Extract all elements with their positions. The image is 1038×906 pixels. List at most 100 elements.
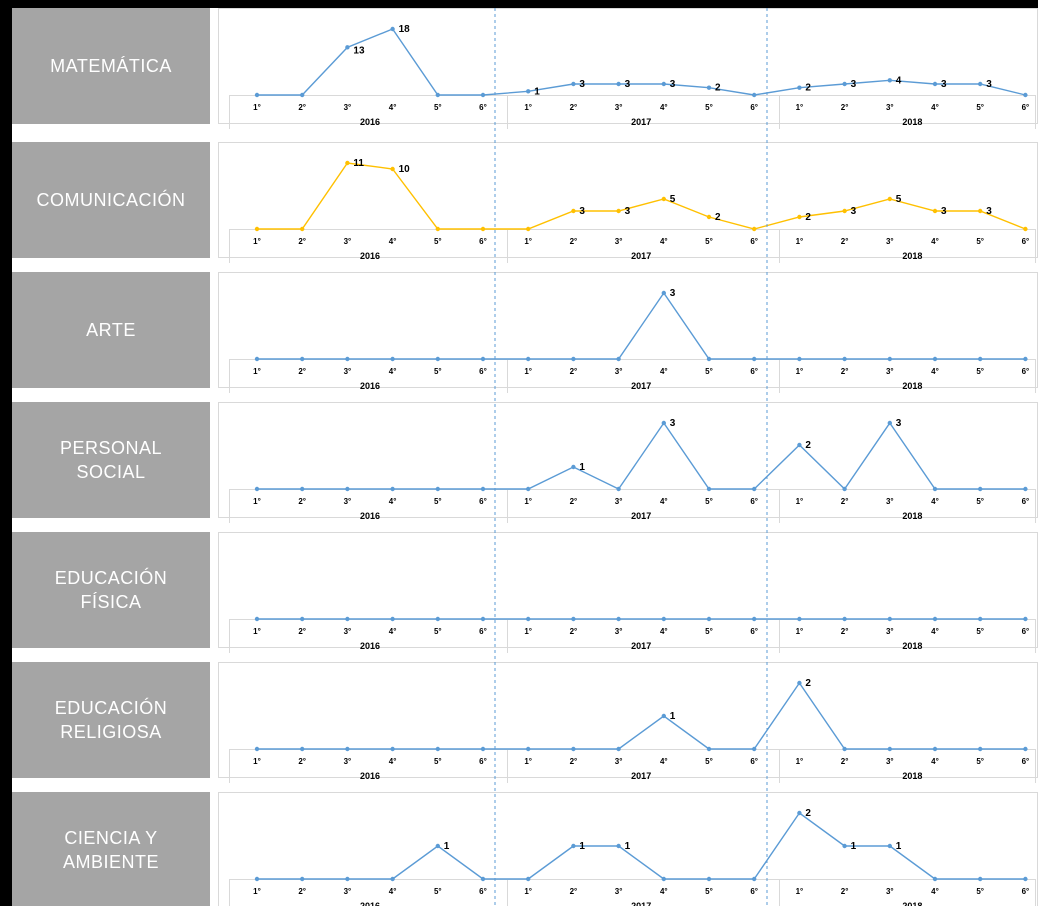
year-label: 2017 [631,901,651,906]
data-point [706,616,712,622]
tick-label: 4° [660,627,668,636]
tick-label: 1° [796,757,804,766]
data-point [932,616,938,622]
data-point [842,746,847,752]
data-point [797,356,802,362]
data-label: 13 [353,45,365,56]
tick-label: 5° [434,887,442,896]
tick-label: 1° [524,367,532,376]
tick-label: 1° [253,887,261,896]
tick-label: 6° [750,627,758,636]
subject-label: CIENCIA Y AMBIENTE [12,792,210,906]
tick-label: 3° [886,103,894,112]
line-chart-panel: 1° 2° 3° 4° 5° 6° 1° 2° 3° 4° 5° 6° 1° 2° 3° 4° 5° 6° 2016… [218,532,1038,653]
data-point [797,214,802,220]
data-label: 1 [625,841,631,852]
data-label: 3 [670,79,676,90]
tick-label: 5° [705,757,713,766]
tick-label: 6° [1022,627,1030,636]
data-point [390,876,395,882]
data-point [571,356,576,362]
subject-label: PERSONAL SOCIAL [12,402,210,518]
tick-label: 5° [434,367,442,376]
tick-label: 3° [886,887,894,896]
data-label: 2 [805,808,811,819]
data-point [661,876,666,882]
data-point [797,442,802,448]
line-chart-panel: 11 10 3 3 5 2 2 3 5 3 3 1° 2° 3° 4° 5° 6° 1° 2° 3° 4° 5° 6° 1° 2… [218,142,1038,263]
tick-label: 5° [705,237,713,246]
year-label: 2016 [360,641,380,651]
data-point [254,486,260,492]
data-point [300,226,305,232]
tick-label: 1° [253,237,261,246]
data-point [706,214,712,220]
tick-label: 5° [705,367,713,376]
data-label: 2 [715,212,721,223]
tick-label: 1° [253,367,261,376]
data-point [435,746,440,752]
tick-label: 2° [298,103,306,112]
subject-label: EDUCACIÓN FÍSICA [12,532,210,648]
year-label: 2018 [902,511,922,521]
year-label: 2016 [360,901,380,906]
tick-label: 3° [886,497,894,506]
data-label: 3 [851,79,857,90]
data-point [932,876,938,882]
data-point [254,746,260,752]
data-point [345,616,350,622]
data-point [887,420,892,426]
data-point [887,616,892,622]
tick-label: 3° [886,627,894,636]
year-label: 2017 [631,381,651,391]
data-point [1023,876,1028,882]
series-line [257,28,1026,96]
data-point [616,81,621,87]
tick-label: 3° [344,627,352,636]
data-point [1023,746,1028,752]
subject-label: EDUCACIÓN RELIGIOSA [12,662,210,778]
year-label: 2017 [631,771,651,781]
data-point [526,876,531,882]
line-chart-panel: 1 3 2 3 1° 2° 3° 4° 5° 6° 1° 2° 3° 4° 5° 6° 1° 2° 3° 4° 5° 6°… [218,402,1038,523]
tick-label: 6° [1022,497,1030,506]
data-point [526,89,531,94]
data-point [571,464,576,470]
subject-label: ARTE [12,272,210,388]
tick-label: 6° [1022,887,1030,896]
data-point [300,92,305,98]
tick-label: 3° [615,497,623,506]
data-point [345,356,350,362]
tick-label: 5° [434,497,442,506]
data-point [661,196,666,202]
data-point [842,81,847,87]
year-label: 2016 [360,511,380,521]
tick-label: 2° [298,887,306,896]
tick-label: 2° [841,103,849,112]
data-point [978,746,983,752]
tick-label: 6° [479,887,487,896]
data-point [526,486,531,492]
tick-label: 5° [705,627,713,636]
data-point [300,876,305,882]
data-point [752,356,757,362]
data-point [752,876,757,882]
data-point [345,45,350,50]
tick-label: 4° [931,627,939,636]
line-chart-svg: 1 1 1 2 1 1 1° 2° 3° 4° 5° 6° 1° 2° 3° 4° 5° 6° 1° 2° 3° 4° 5°… [229,808,1036,906]
tick-label: 2° [570,367,578,376]
data-point [616,208,621,214]
data-point [571,208,576,214]
chart-row: EDUCACIÓN FÍSICA 1° 2° 3° 4° 5° 6° 1° 2° 3° 4° 5° 6°… [12,532,1038,653]
tick-label: 1° [796,237,804,246]
tick-label: 1° [524,887,532,896]
chart-row: COMUNICACIÓN 11 10 3 3 5 2 2 3 5 3 3 1° 2° 3° 4° 5° 6° 1° 2… [12,142,1038,263]
tick-label: 1° [524,103,532,112]
tick-label: 2° [570,757,578,766]
line-chart-panel: 1 1 1 2 1 1 1° 2° 3° 4° 5° 6° 1° 2° 3° 4° 5° 6° 1° 2° 3° 4° 5°… [218,792,1038,906]
data-label: 10 [399,164,411,175]
data-point [978,876,983,882]
data-point [480,616,486,622]
tick-label: 1° [253,497,261,506]
